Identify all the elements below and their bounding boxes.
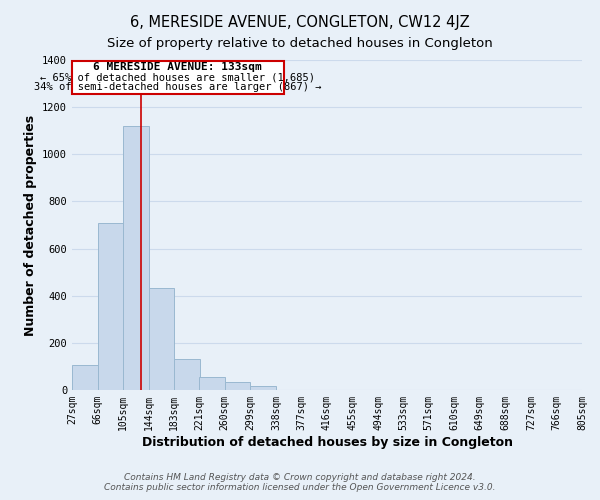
- FancyBboxPatch shape: [72, 61, 284, 94]
- Text: 34% of semi-detached houses are larger (867) →: 34% of semi-detached houses are larger (…: [34, 82, 322, 92]
- Bar: [149, 288, 174, 390]
- Text: 6 MERESIDE AVENUE: 133sqm: 6 MERESIDE AVENUE: 133sqm: [94, 62, 262, 72]
- Text: Contains HM Land Registry data © Crown copyright and database right 2024.
Contai: Contains HM Land Registry data © Crown c…: [104, 473, 496, 492]
- Text: ← 65% of detached houses are smaller (1,685): ← 65% of detached houses are smaller (1,…: [40, 72, 316, 82]
- Bar: [250, 386, 276, 390]
- X-axis label: Distribution of detached houses by size in Congleton: Distribution of detached houses by size …: [142, 436, 512, 448]
- Bar: [98, 224, 123, 390]
- Text: Size of property relative to detached houses in Congleton: Size of property relative to detached ho…: [107, 38, 493, 51]
- Bar: [174, 360, 200, 390]
- Bar: [72, 365, 98, 390]
- Bar: [225, 382, 250, 390]
- Bar: [199, 376, 225, 390]
- Bar: [123, 126, 149, 390]
- Text: 6, MERESIDE AVENUE, CONGLETON, CW12 4JZ: 6, MERESIDE AVENUE, CONGLETON, CW12 4JZ: [130, 15, 470, 30]
- Y-axis label: Number of detached properties: Number of detached properties: [23, 114, 37, 336]
